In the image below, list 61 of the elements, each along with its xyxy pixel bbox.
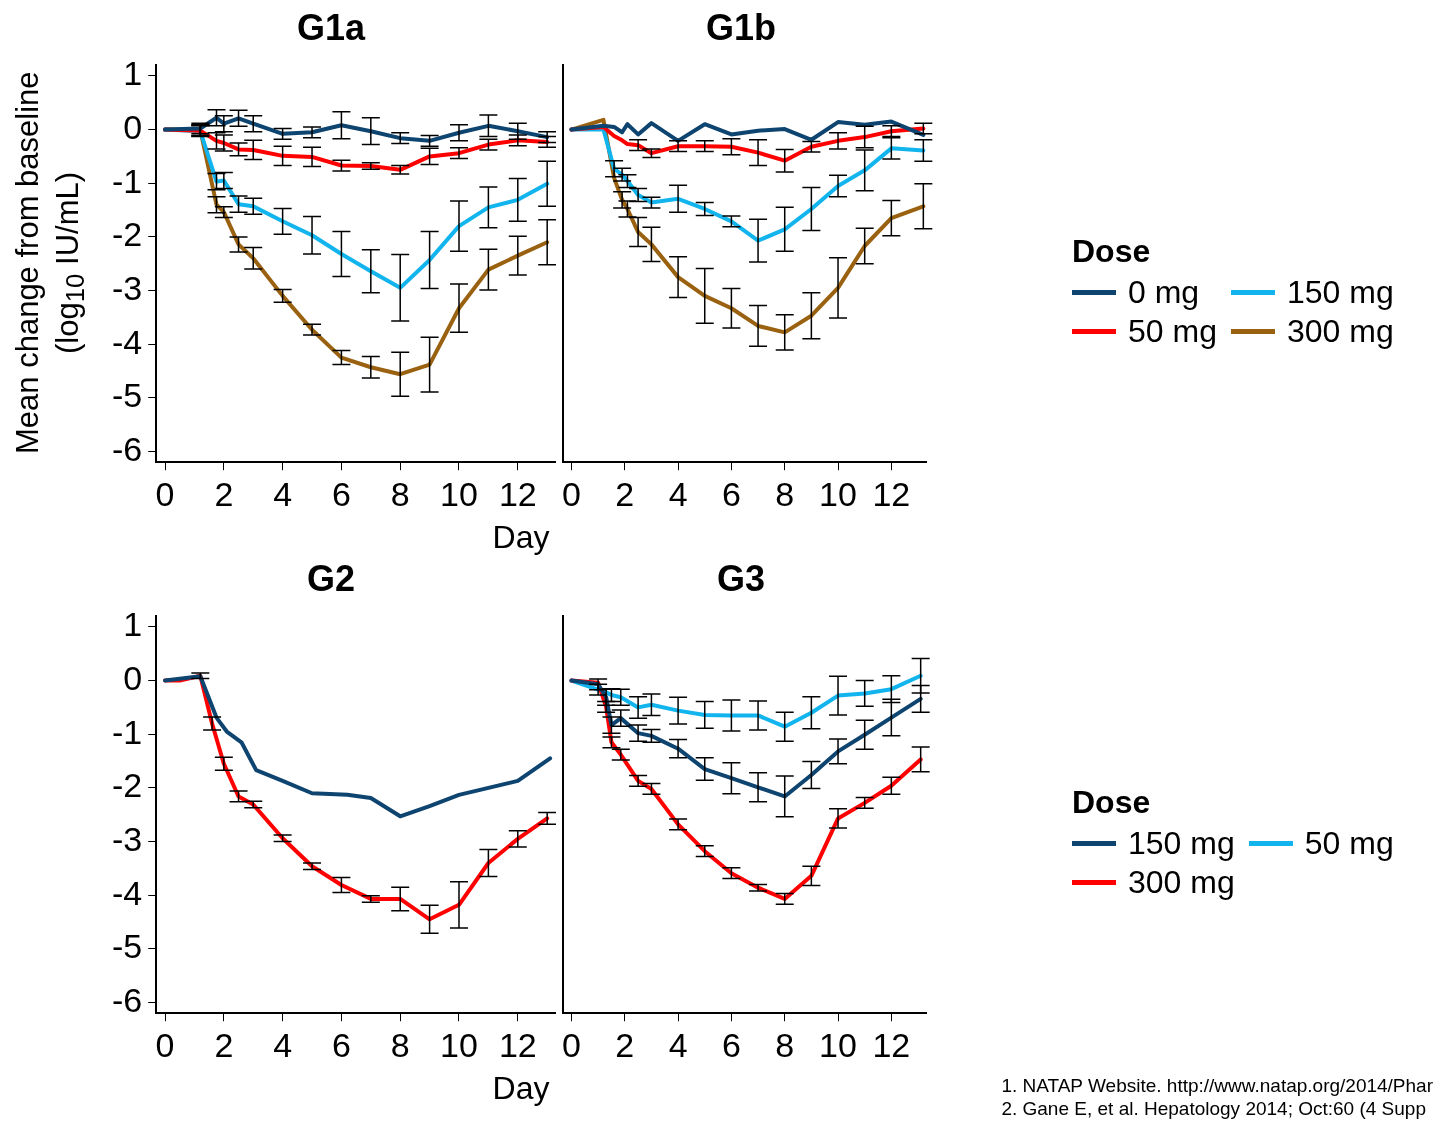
y-tick-label: 1 xyxy=(123,54,143,93)
y-tick-label: -4 xyxy=(112,873,143,912)
y-tick-label: -6 xyxy=(112,429,143,468)
x-tick-label: 10 xyxy=(819,1025,857,1064)
x-tick-label: 6 xyxy=(721,474,741,513)
x-tick-label: 8 xyxy=(390,474,410,513)
y-tick-label: -2 xyxy=(112,766,143,805)
x-tick-label: 0 xyxy=(561,1025,581,1064)
x-tick-label: 8 xyxy=(390,1025,410,1064)
legend-label: 50 mg xyxy=(1304,825,1394,862)
y-tick-label: 0 xyxy=(123,658,143,697)
x-tick-label: 2 xyxy=(615,1025,635,1064)
x-axis-title: Day xyxy=(491,1070,551,1107)
legend-label: 150 mg xyxy=(1128,825,1235,862)
legend-title: Dose xyxy=(1072,233,1152,270)
legend-title: Dose xyxy=(1072,784,1152,821)
x-tick-label: 12 xyxy=(498,1025,537,1064)
y-tick-label: 1 xyxy=(123,605,143,644)
x-tick-label: 8 xyxy=(775,1025,795,1064)
x-tick-label: 2 xyxy=(214,474,234,513)
x-tick-label: 10 xyxy=(440,474,478,513)
x-tick-label: 10 xyxy=(819,474,857,513)
x-tick-label: 0 xyxy=(155,474,175,513)
chart-title: G2 xyxy=(306,557,356,599)
x-tick-label: 4 xyxy=(273,1025,293,1064)
y-tick-label: -3 xyxy=(112,819,143,858)
x-tick-label: 6 xyxy=(721,1025,741,1064)
chart-title: G1b xyxy=(705,6,777,48)
x-tick-label: 0 xyxy=(561,474,581,513)
x-tick-label: 4 xyxy=(273,474,293,513)
text: 2. Gane E, et al. Hepatology 2014; Oct:60 (4 Supp xyxy=(1001,1097,1427,1120)
y-tick-label: -5 xyxy=(112,927,143,966)
x-tick-label: 12 xyxy=(872,474,911,513)
chart-title: G3 xyxy=(716,557,766,599)
chart-title: G1a xyxy=(296,6,366,48)
legend-label: 300 mg xyxy=(1286,313,1394,350)
legend-label: 150 mg xyxy=(1286,274,1394,311)
y-tick-label: -1 xyxy=(112,161,143,200)
x-tick-label: 6 xyxy=(331,474,351,513)
x-tick-label: 12 xyxy=(872,1025,911,1064)
text: 1. NATAP Website. http://www.natap.org/2014/Phar xyxy=(1001,1074,1433,1097)
x-tick-label: 2 xyxy=(214,1025,234,1064)
x-tick-label: 4 xyxy=(668,474,688,513)
y-tick-label: -5 xyxy=(112,376,143,415)
x-tick-label: 2 xyxy=(615,474,635,513)
x-tick-label: 6 xyxy=(331,1025,351,1064)
x-tick-label: 8 xyxy=(775,474,795,513)
y-tick-label: -4 xyxy=(112,322,143,361)
x-tick-label: 12 xyxy=(498,474,537,513)
legend-label: 50 mg xyxy=(1128,313,1217,350)
x-tick-label: 4 xyxy=(668,1025,688,1064)
legend-label: 300 mg xyxy=(1128,864,1235,901)
y-tick-label: -3 xyxy=(112,268,143,307)
y-tick-label: 0 xyxy=(123,107,143,146)
legend-label: 0 mg xyxy=(1128,274,1200,311)
y-tick-label: -6 xyxy=(112,980,143,1019)
y-tick-label: -2 xyxy=(112,215,143,254)
y-tick-label: -1 xyxy=(112,712,143,751)
x-axis-title: Day xyxy=(491,519,551,556)
x-tick-label: 0 xyxy=(155,1025,175,1064)
x-tick-label: 10 xyxy=(440,1025,478,1064)
